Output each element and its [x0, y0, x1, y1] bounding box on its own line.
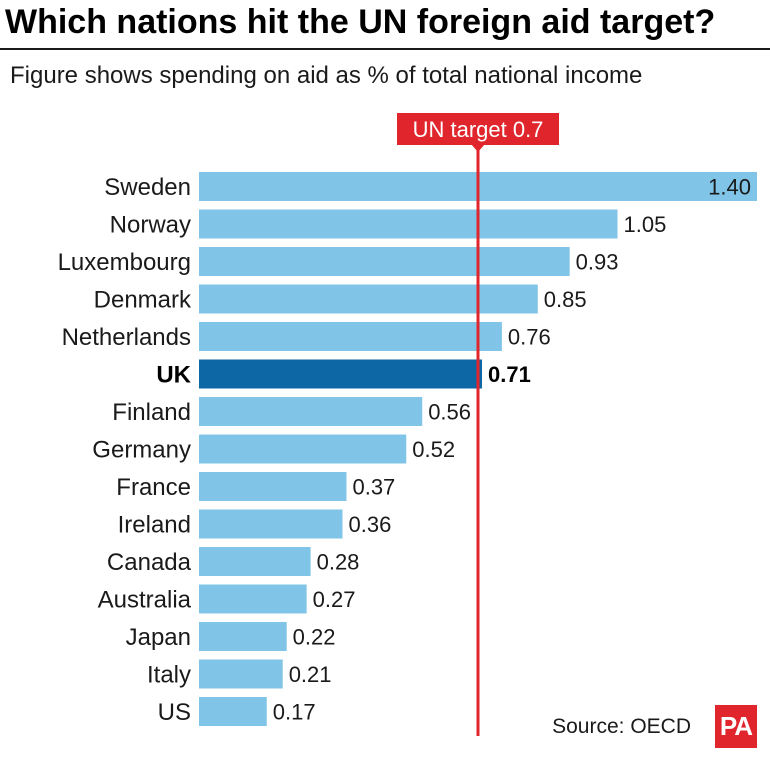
chart-subtitle: Figure shows spending on aid as % of tot…: [10, 62, 643, 89]
category-label: UK: [156, 362, 191, 389]
bar: [199, 622, 287, 651]
value-label: 0.52: [412, 437, 455, 462]
pa-logo: PA: [715, 705, 757, 748]
value-label: 1.40: [708, 175, 751, 200]
bar: [199, 509, 343, 539]
category-label: Japan: [126, 624, 191, 651]
category-label: Luxembourg: [58, 249, 191, 276]
bar: [199, 472, 347, 501]
bar: [199, 209, 618, 239]
category-label: Italy: [147, 662, 191, 689]
chart-title: Which nations hit the UN foreign aid tar…: [5, 3, 716, 41]
bar: [199, 434, 407, 464]
category-label: Sweden: [104, 174, 191, 201]
target-label-text: UN target 0.7: [413, 117, 544, 142]
value-label: 0.27: [313, 587, 356, 612]
bar: [199, 247, 570, 276]
category-label: US: [158, 699, 191, 726]
bar: [199, 697, 267, 726]
value-label: 0.36: [348, 512, 391, 537]
title-rule: [0, 48, 770, 50]
category-label: France: [116, 474, 191, 501]
value-label: 0.28: [317, 550, 360, 575]
category-label: Denmark: [94, 287, 192, 314]
value-label: 0.17: [273, 700, 316, 725]
category-label: Finland: [112, 399, 191, 426]
value-label: 0.71: [488, 362, 531, 387]
value-label: 1.05: [624, 212, 667, 237]
category-label: Netherlands: [62, 324, 191, 351]
value-label: 0.85: [544, 287, 587, 312]
category-label: Canada: [107, 549, 192, 576]
value-label: 0.37: [352, 475, 395, 500]
category-label: Ireland: [118, 512, 191, 539]
target-label-pointer: [471, 144, 485, 152]
category-label: Norway: [110, 212, 191, 239]
value-label: 0.76: [508, 325, 551, 350]
value-label: 0.21: [289, 662, 332, 687]
bar: [199, 547, 311, 576]
value-label: 0.93: [576, 250, 619, 275]
bar: [199, 584, 307, 614]
value-label: 0.56: [428, 400, 471, 425]
bar: [199, 284, 538, 314]
target-label-box: [397, 113, 559, 145]
source-note: Source: OECD: [552, 715, 691, 738]
bar: [199, 397, 423, 426]
category-label: Germany: [92, 437, 191, 464]
bar: [199, 359, 482, 389]
bar: [199, 659, 283, 689]
value-label: 0.22: [293, 625, 336, 650]
category-label: Australia: [98, 587, 192, 614]
bar: [199, 322, 502, 351]
